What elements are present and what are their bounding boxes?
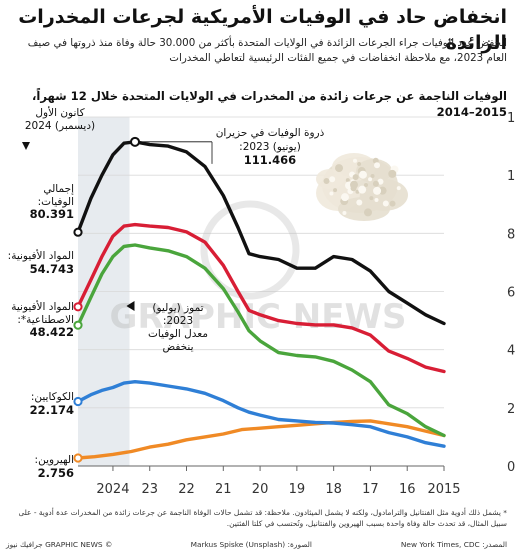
series-label-total: 80.391 xyxy=(30,207,74,221)
powder-grain xyxy=(335,164,344,173)
page-subtitle: انخفض عدد الوفيات جراء الجرعات الزائدة ف… xyxy=(27,37,507,64)
series-label-heroin: الهيروين: xyxy=(35,454,74,466)
powder-grain xyxy=(374,162,381,169)
chart-title: الوفيات الناجمة عن جرعات زائدة من المخدر… xyxy=(31,89,507,119)
decline-annotation: 2023: xyxy=(163,315,193,327)
powder-grain xyxy=(329,176,336,183)
series-label-synthetic-opioids: المواد الأفيونية xyxy=(11,300,74,313)
powder-grain xyxy=(389,200,396,207)
powder-grain xyxy=(357,162,362,167)
latest-month-arrow xyxy=(22,142,30,150)
y-tick-label: 0 xyxy=(507,460,515,475)
powder-grain xyxy=(373,186,382,195)
series-label-total: إجمالي xyxy=(43,183,74,195)
series-label-synthetic-opioids: 48.422 xyxy=(30,325,74,339)
y-tick-label: 40,000 xyxy=(507,344,515,359)
powder-grain xyxy=(382,200,389,207)
x-tick-label: 16 xyxy=(399,482,416,497)
powder-blob xyxy=(338,197,390,221)
powder-grain xyxy=(323,177,330,184)
x-tick-label: 18 xyxy=(325,482,342,497)
x-tick-label: 2015 xyxy=(427,482,460,497)
powder-grain xyxy=(363,208,372,217)
latest-month-label: (ديسمبر) 2024 xyxy=(25,120,95,132)
powder-grain xyxy=(342,211,347,216)
powder-grain xyxy=(364,183,368,187)
series-line-opioids xyxy=(76,222,446,374)
series-label-cocaine: الكوكايين: xyxy=(31,391,74,403)
series-line-synthetic_opioids xyxy=(76,243,446,438)
y-tick-label: 120,000 xyxy=(507,111,515,126)
powder-grain xyxy=(353,158,358,163)
powder-grain xyxy=(333,188,338,193)
powder-grain xyxy=(352,174,359,181)
powder-grain xyxy=(377,178,384,185)
x-tick-label: 21 xyxy=(215,482,232,497)
powder-grain xyxy=(369,196,374,201)
brand-credit: © GRAPHIC NEWS جرافيك نيوز xyxy=(6,540,113,549)
powder-grain xyxy=(396,186,401,191)
peak-annotation: 111.466 xyxy=(244,153,296,167)
picture-credit: الصورة: Markus Spiske (Unsplash) xyxy=(190,540,312,549)
x-tick-label: 2024 xyxy=(96,482,129,497)
y-tick-label: 60,000 xyxy=(507,286,515,301)
series-end-point-cocaine xyxy=(73,396,83,407)
powder-grain xyxy=(340,193,349,202)
series-label-opioids: 54.743 xyxy=(30,262,74,276)
y-tick-label: 100,000 xyxy=(507,169,515,184)
peak-marker xyxy=(130,136,141,147)
peak-annotation: (يونيو) 2023: xyxy=(239,141,301,153)
decline-annotation: معدل الوفيات xyxy=(148,328,208,340)
powder-grain xyxy=(388,169,397,178)
x-tick-label: 23 xyxy=(141,482,158,497)
series-end-point-heroin xyxy=(73,453,83,463)
footnote: * يشمل ذلك أدوية مثل الفنتانيل والتراماد… xyxy=(18,508,507,528)
decline-annotation: تموز (يوليو) xyxy=(152,302,203,314)
x-tick-label: 22 xyxy=(178,482,195,497)
series-end-point-opioids xyxy=(73,302,83,312)
series-label-cocaine: 22.174 xyxy=(30,403,74,417)
peak-annotation: ذروة الوفيات في حزيران xyxy=(216,127,325,139)
page-title: انخفاض حاد في الوفيات الأمريكية لجرعات ا… xyxy=(18,6,507,54)
powder-grain xyxy=(374,197,379,202)
series-label-synthetic-opioids: الاصطناعية*: xyxy=(17,314,74,326)
x-tick-label: 20 xyxy=(252,482,269,497)
latest-month-label: كانون الأول xyxy=(35,106,84,119)
decline-arrow xyxy=(126,301,135,311)
powder-grain xyxy=(329,191,334,196)
y-tick-label: 20,000 xyxy=(507,402,515,417)
series-line-heroin xyxy=(76,419,446,460)
powder-grain xyxy=(370,173,375,178)
series-line-total xyxy=(76,140,446,326)
series-label-total: الوفيات: xyxy=(38,196,74,208)
powder-grain xyxy=(345,178,350,183)
powder-grain xyxy=(356,199,363,206)
powder-grain xyxy=(368,177,373,182)
series-label-opioids: المواد الأفيونية: xyxy=(8,249,74,262)
x-tick-label: 17 xyxy=(362,482,379,497)
series-end-point-total xyxy=(73,227,83,237)
powder-grain xyxy=(372,180,379,187)
x-tick-label: 19 xyxy=(289,482,306,497)
watermark-logo xyxy=(200,200,300,300)
powder-grain xyxy=(358,170,367,179)
y-tick-label: 80,000 xyxy=(507,227,515,242)
decline-annotation: ينخفض xyxy=(162,341,193,353)
series-end-point-synthetic_opioids xyxy=(73,320,83,330)
series-line-cocaine xyxy=(76,380,446,448)
source-credit: المصدر: New York Times, CDC xyxy=(400,540,507,549)
powder-grain xyxy=(358,185,367,194)
series-label-heroin: 2.756 xyxy=(38,466,74,480)
powder-grain xyxy=(350,180,359,189)
